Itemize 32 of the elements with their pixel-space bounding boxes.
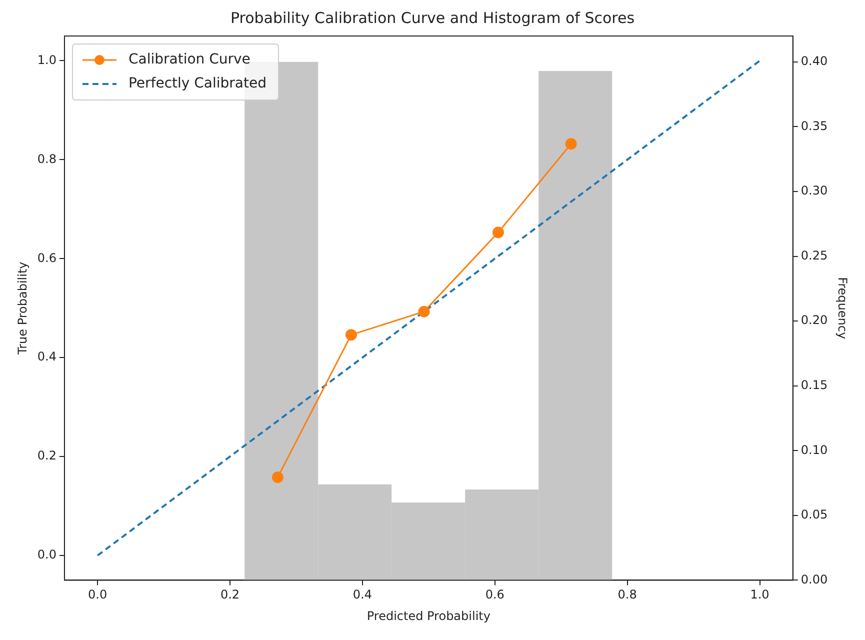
x-tick-label: 0.0 [88, 588, 108, 602]
y-axis-title: True Probability [15, 262, 30, 356]
y-tick-label: 1.0 [37, 52, 56, 67]
x-tick-label: 0.6 [485, 588, 504, 602]
legend-label: Calibration Curve [128, 52, 250, 68]
y-tick-label: 0.6 [37, 250, 56, 265]
y-tick-label: 0.8 [37, 152, 56, 166]
y2-tick-label: 0.00 [800, 572, 828, 586]
x-tick-label: 0.8 [618, 588, 637, 602]
y2-tick-label: 0.40 [800, 54, 828, 68]
x-tick-label: 0.4 [352, 588, 372, 602]
y-tick-label: 0.2 [37, 448, 56, 463]
point [345, 329, 357, 341]
x-tick-label: 1.0 [750, 588, 770, 602]
y2-tick-label: 0.20 [800, 313, 828, 328]
y2-tick-label: 0.15 [800, 378, 828, 392]
y-tick-label: 0.0 [37, 548, 56, 562]
y-tick-label: 0.4 [37, 350, 56, 364]
chart-title: Probability Calibration Curve and Histogram of Scores [230, 8, 635, 27]
y2-tick-label: 0.35 [800, 118, 828, 133]
legend-label: Perfectly Calibrated [128, 76, 266, 92]
point [418, 306, 430, 318]
y2-tick-label: 0.30 [800, 184, 828, 198]
x-axis-title: Predicted Probability [366, 608, 490, 623]
x-tick-label: 0.2 [220, 588, 240, 602]
y2-axis-title: Frequency [836, 277, 850, 340]
y2-tick-label: 0.05 [800, 508, 828, 522]
point [492, 226, 504, 238]
y2-tick-label: 0.10 [800, 442, 828, 457]
point [272, 472, 284, 484]
y2-tick-label: 0.25 [800, 248, 828, 262]
point [565, 138, 577, 150]
